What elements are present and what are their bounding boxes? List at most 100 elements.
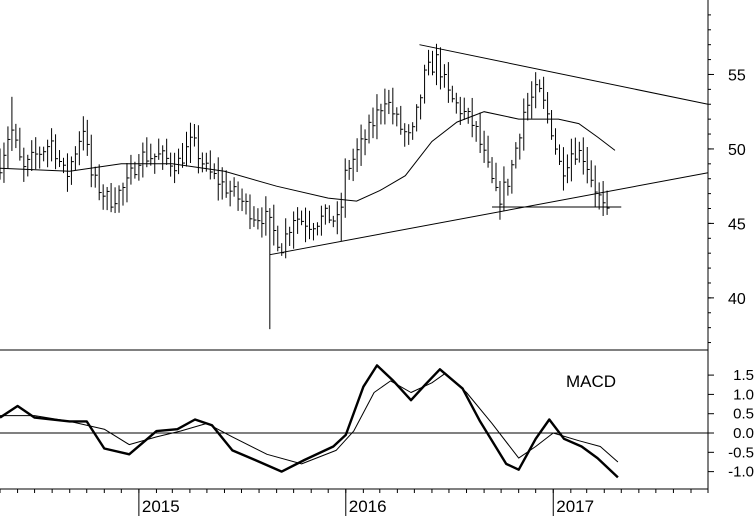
- price-bar: [364, 129, 368, 156]
- price-bar: [158, 138, 162, 160]
- price-bar: [229, 180, 233, 207]
- price-bar: [320, 205, 324, 236]
- price-bar: [340, 192, 344, 242]
- macd-y-tick-label: 1.5: [733, 367, 754, 384]
- price-bar: [237, 181, 241, 211]
- price-bar: [170, 152, 174, 177]
- price-panel: 55 50 45 40: [0, 0, 746, 350]
- price-bar: [523, 98, 527, 151]
- price-bar: [138, 154, 142, 181]
- price-bar: [432, 50, 436, 76]
- price-bar: [297, 207, 301, 234]
- trendline: [419, 44, 709, 105]
- price-bar: [539, 79, 543, 93]
- price-bar: [380, 103, 384, 125]
- macd-y-tick-label: 1.0: [733, 386, 754, 403]
- price-bar: [245, 193, 249, 215]
- price-bar: [94, 166, 98, 188]
- macd-y-tick-label: -0.5: [728, 444, 754, 461]
- price-y-tick-label: 50: [728, 142, 746, 159]
- price-bar: [400, 105, 404, 135]
- price-bar: [547, 92, 551, 124]
- price-bar: [455, 92, 459, 114]
- price-bar: [261, 207, 265, 238]
- price-bar: [451, 85, 455, 103]
- price-bar: [352, 148, 356, 182]
- price-bar: [602, 181, 606, 216]
- price-bar: [289, 226, 293, 246]
- price-bar: [269, 208, 273, 330]
- price-bar: [110, 183, 114, 213]
- moving-average-layer: [0, 111, 616, 202]
- price-bar: [463, 97, 467, 120]
- price-bar: [66, 153, 70, 192]
- price-bar: [217, 157, 221, 201]
- macd-panel: MACD 1.5 1.0 0.5 0.0 -0.5 -1.0: [0, 350, 754, 489]
- price-bar: [118, 185, 122, 213]
- price-bar: [495, 162, 499, 192]
- price-bar: [551, 110, 555, 140]
- price-bar: [102, 184, 106, 210]
- macd-y-tick-label: 0.0: [733, 425, 754, 442]
- price-bar: [122, 182, 126, 206]
- price-bar: [305, 207, 309, 243]
- price-bar: [535, 72, 539, 109]
- price-bar: [479, 112, 483, 153]
- price-bar: [392, 87, 396, 125]
- price-bar: [344, 158, 348, 218]
- price-bar: [574, 137, 578, 165]
- price-bar: [336, 201, 340, 235]
- price-bar: [443, 64, 447, 88]
- trendline: [269, 172, 709, 256]
- price-bar: [130, 154, 134, 185]
- price-bar: [221, 167, 225, 200]
- macd-y-axis: 1.5 1.0 0.5 0.0 -0.5 -1.0: [707, 350, 754, 489]
- price-bar: [416, 104, 420, 132]
- price-bar: [166, 138, 170, 165]
- price-bar: [376, 94, 380, 140]
- price-bar: [487, 135, 491, 168]
- price-bar: [590, 160, 594, 188]
- price-bar: [98, 164, 102, 201]
- price-bar: [499, 180, 503, 220]
- macd-label: MACD: [566, 372, 616, 391]
- price-bar: [368, 114, 372, 144]
- price-bar: [281, 243, 285, 256]
- price-bar: [511, 159, 515, 194]
- price-bar: [197, 125, 201, 174]
- price-bar: [420, 94, 424, 120]
- price-bar: [126, 163, 130, 203]
- price-bar: [150, 143, 154, 166]
- price-bar: [566, 154, 570, 184]
- price-bar: [348, 159, 352, 180]
- price-bar: [213, 163, 217, 180]
- price-bar: [7, 126, 11, 169]
- price-bar: [27, 154, 31, 177]
- price-bar: [189, 122, 193, 164]
- price-bar: [408, 124, 412, 145]
- price-y-tick-label: 45: [728, 216, 746, 233]
- price-bar: [471, 97, 475, 138]
- price-bar: [606, 190, 610, 215]
- price-bar: [114, 187, 118, 214]
- price-bar: [142, 142, 146, 178]
- time-year-label: 2016: [349, 497, 387, 516]
- price-bar: [555, 128, 559, 155]
- price-bar: [543, 76, 547, 109]
- price-bar: [515, 142, 519, 169]
- time-year-label: 2017: [556, 497, 594, 516]
- price-bar: [507, 178, 511, 196]
- price-bar: [23, 147, 27, 182]
- price-bar: [424, 64, 428, 104]
- price-bar: [503, 166, 507, 211]
- price-bar: [82, 116, 86, 151]
- price-bar: [598, 182, 602, 210]
- price-bar: [483, 130, 487, 163]
- price-bar: [384, 88, 388, 125]
- price-bar: [447, 62, 451, 103]
- macd-y-tick-label: 0.5: [733, 406, 754, 423]
- macd-y-tick-label: -1.0: [728, 464, 754, 481]
- price-bar: [396, 107, 400, 127]
- price-bar: [328, 205, 332, 224]
- price-bar: [162, 145, 166, 170]
